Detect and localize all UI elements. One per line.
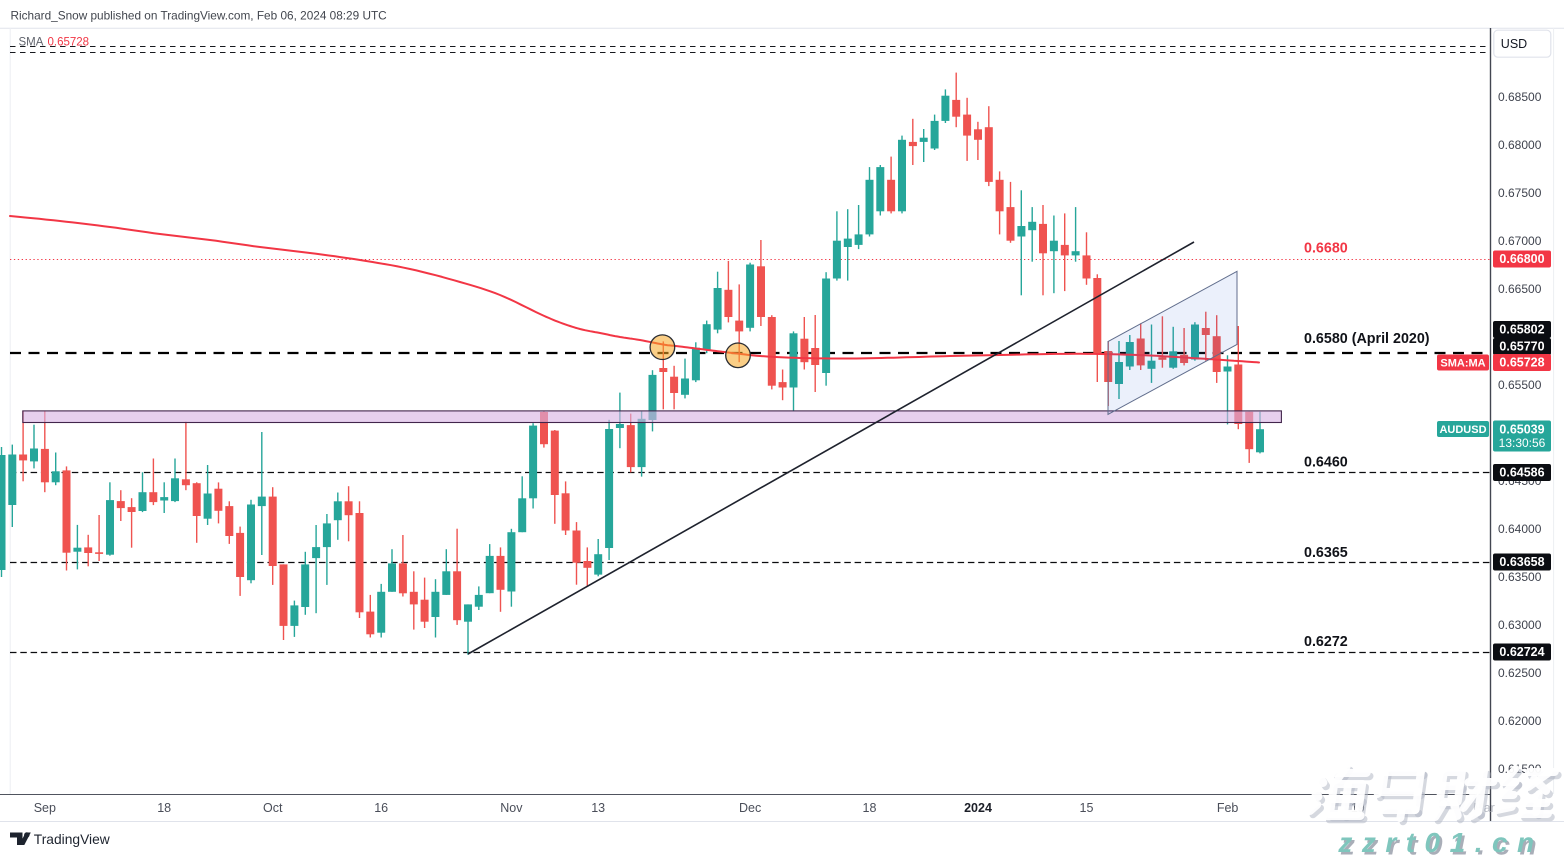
svg-text:0.62000: 0.62000 (1498, 714, 1542, 728)
svg-text:0.64586: 0.64586 (1499, 466, 1544, 480)
svg-text:TradingView: TradingView (34, 832, 110, 847)
svg-text:0.6365: 0.6365 (1304, 545, 1348, 561)
svg-text:0.65770: 0.65770 (1499, 340, 1544, 354)
svg-text:zzrt01.cn: zzrt01.cn (1337, 827, 1543, 857)
svg-text:18: 18 (863, 801, 877, 815)
svg-text:18: 18 (157, 801, 171, 815)
svg-text:SMA:MA: SMA:MA (1440, 358, 1485, 370)
svg-text:0.6460: 0.6460 (1304, 455, 1348, 471)
svg-text:0.63500: 0.63500 (1498, 570, 1542, 584)
svg-text:16: 16 (374, 801, 388, 815)
svg-text:Feb: Feb (1217, 801, 1239, 815)
svg-text:0.66800: 0.66800 (1499, 252, 1544, 266)
svg-text:0.65500: 0.65500 (1498, 378, 1542, 392)
svg-text:Richard_Snow published on Trad: Richard_Snow published on TradingView.co… (11, 9, 388, 23)
svg-text:USD: USD (1501, 37, 1527, 51)
svg-text:0.63000: 0.63000 (1498, 618, 1542, 632)
svg-text:Oct: Oct (263, 801, 283, 815)
svg-text:Nov: Nov (500, 801, 523, 815)
svg-text:0.67500: 0.67500 (1498, 186, 1542, 200)
svg-text:zzrt01.cn: zzrt01.cn (1340, 830, 1546, 857)
svg-text:0.65728: 0.65728 (1499, 356, 1544, 370)
svg-text:0.6272: 0.6272 (1304, 634, 1348, 650)
svg-text:0.67000: 0.67000 (1498, 234, 1542, 248)
svg-text:Sep: Sep (34, 801, 56, 815)
svg-text:0.66500: 0.66500 (1498, 282, 1542, 296)
svg-text:0.6580 (April 2020): 0.6580 (April 2020) (1304, 331, 1430, 347)
svg-text:0.6680: 0.6680 (1304, 241, 1348, 257)
svg-text:13: 13 (591, 801, 605, 815)
svg-text:Dec: Dec (739, 801, 761, 815)
svg-text:2024: 2024 (964, 801, 992, 815)
svg-text:0.65802: 0.65802 (1499, 323, 1544, 337)
svg-text:0.65039: 0.65039 (1499, 423, 1544, 437)
svg-text:SMA: SMA (19, 37, 44, 49)
svg-text:0.62724: 0.62724 (1499, 645, 1544, 659)
svg-text:0.68000: 0.68000 (1498, 138, 1542, 152)
svg-text:0.63658: 0.63658 (1499, 555, 1544, 569)
svg-text:13:30:56: 13:30:56 (1499, 436, 1546, 450)
svg-text:AUDUSD: AUDUSD (1439, 424, 1486, 436)
svg-text:0.64000: 0.64000 (1498, 522, 1542, 536)
svg-text:15: 15 (1080, 801, 1094, 815)
svg-text:0.62500: 0.62500 (1498, 666, 1542, 680)
svg-text:0.68500: 0.68500 (1498, 90, 1542, 104)
svg-text:0.65728: 0.65728 (48, 37, 90, 49)
